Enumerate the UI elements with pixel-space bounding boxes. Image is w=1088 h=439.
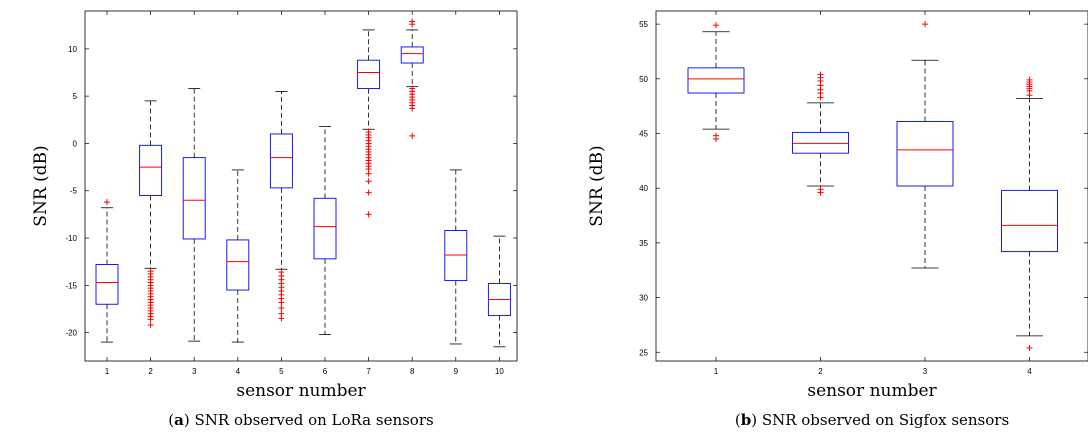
- chart-a-xtick-label: 6: [323, 367, 328, 376]
- chart-a-outlier: [147, 316, 154, 323]
- chart-a-outlier: [365, 211, 372, 218]
- chart-a-ytick-label: 0: [73, 139, 78, 148]
- chart-a-ytick-label: -20: [65, 329, 77, 338]
- chart-b-outlier: [713, 22, 719, 29]
- chart-a-ylabel: SNR (dB): [31, 145, 51, 226]
- chart-a-y-axis: 10 5 0 -5 -10 -15 -20: [65, 45, 517, 338]
- chart-b-caption: (b) SNR observed on Sigfox sensors: [735, 411, 1009, 429]
- chart-a-xtick-label: 7: [366, 367, 371, 376]
- chart-a-outlier: [409, 132, 416, 139]
- chart-b-outlier: [922, 21, 928, 28]
- chart-a-box: [357, 59, 381, 90]
- chart-b-xtick-label: 2: [818, 367, 823, 376]
- chart-a-ytick-label: -5: [70, 187, 78, 196]
- chart-a-plot-frame: [84, 10, 518, 362]
- chart-a-xlabel: sensor number: [236, 381, 366, 401]
- chart-b-x-axis: 1 2 3 4: [714, 11, 1032, 376]
- chart-b-ytick-label: 40: [639, 184, 648, 193]
- chart-b-caption-prefix: (: [735, 411, 741, 429]
- chart-a-ytick-label: -15: [65, 281, 77, 290]
- chart-b-ytick-label: 50: [639, 75, 648, 84]
- chart-a-box: [95, 264, 119, 305]
- chart-a-outlier: [278, 299, 285, 306]
- chart-a-box: [400, 46, 424, 64]
- chart-b-plot-frame: [655, 10, 1088, 362]
- chart-a-box: [139, 144, 163, 196]
- chart-a-outlier: [365, 178, 372, 185]
- chart-b-box: [687, 67, 745, 94]
- chart-b-outlier: [817, 94, 824, 101]
- chart-a-outlier: [365, 170, 372, 177]
- chart-b-outlier: [817, 189, 824, 196]
- chart-b-outlier: [1026, 92, 1033, 99]
- chart-b-caption-suffix: ): [751, 411, 757, 429]
- chart-b-caption-text: SNR observed on Sigfox sensors: [757, 411, 1009, 429]
- chart-a-marks: [95, 18, 511, 348]
- chart-b-ytick-label: 55: [639, 20, 648, 29]
- chart-b-box: [1001, 189, 1058, 253]
- chart-a-ytick-label: 5: [73, 92, 78, 101]
- chart-b-y-axis: 55 50 45 40 35 30 25: [639, 20, 1088, 357]
- chart-a-x-axis: 1 2 3 4 5 6 7 8 9 10: [105, 11, 504, 376]
- chart-a-box: [182, 157, 206, 240]
- chart-a-box: [269, 133, 293, 189]
- chart-a-outlier: [278, 305, 285, 312]
- chart-b-ytick-label: 45: [639, 130, 648, 139]
- chart-b-xlabel: sensor number: [807, 381, 937, 401]
- chart-a-xtick-label: 9: [454, 367, 459, 376]
- chart-a-caption-letter: a: [174, 411, 184, 429]
- chart-b-xtick-label: 1: [714, 367, 719, 376]
- chart-a-outlier: [278, 315, 285, 322]
- chart-a-outlier: [409, 105, 416, 112]
- chart-a-box: [226, 239, 250, 291]
- chart-a: 10 5 0 -5 -10 -15 -20 1 2 3 4 5 6 7 8 9 10 SNR (dB) sen…: [31, 10, 518, 429]
- chart-b-box: [792, 131, 849, 154]
- chart-a-outlier: [409, 18, 416, 25]
- chart-a-outlier: [147, 322, 154, 329]
- chart-a-caption-prefix: (: [168, 411, 174, 429]
- chart-b: 55 50 45 40 35 30 25 1 2 3 4 SNR (dB) sensor numb…: [587, 10, 1088, 429]
- chart-a-caption: (a) SNR observed on LoRa sensors: [168, 411, 433, 429]
- chart-a-outlier: [365, 189, 372, 196]
- chart-a-xtick-label: 2: [148, 367, 153, 376]
- chart-b-outlier: [713, 135, 719, 142]
- chart-a-xtick-label: 4: [236, 367, 241, 376]
- chart-a-xtick-label: 8: [410, 367, 415, 376]
- chart-b-box: [896, 121, 954, 187]
- chart-a-ytick-label: 10: [68, 45, 77, 54]
- chart-b-caption-letter: b: [741, 411, 752, 429]
- chart-b-xtick-label: 4: [1027, 367, 1032, 376]
- chart-a-xtick-label: 1: [105, 367, 110, 376]
- chart-a-box: [313, 197, 337, 260]
- chart-a-xtick-label: 10: [495, 367, 504, 376]
- chart-a-caption-text: SNR observed on LoRa sensors: [190, 411, 434, 429]
- chart-a-xtick-label: 3: [192, 367, 197, 376]
- chart-b-xtick-label: 3: [923, 367, 928, 376]
- chart-b-ytick-label: 25: [639, 348, 648, 357]
- chart-a-xtick-label: 5: [279, 367, 284, 376]
- chart-a-outlier: [104, 199, 110, 206]
- chart-a-caption-suffix: ): [184, 411, 190, 429]
- chart-b-marks: [687, 21, 1058, 351]
- chart-b-ytick-label: 35: [639, 239, 648, 248]
- chart-b-ylabel: SNR (dB): [587, 145, 607, 226]
- chart-a-ytick-label: -10: [65, 234, 77, 243]
- chart-b-ytick-label: 30: [639, 294, 648, 303]
- chart-b-outlier: [1026, 344, 1033, 351]
